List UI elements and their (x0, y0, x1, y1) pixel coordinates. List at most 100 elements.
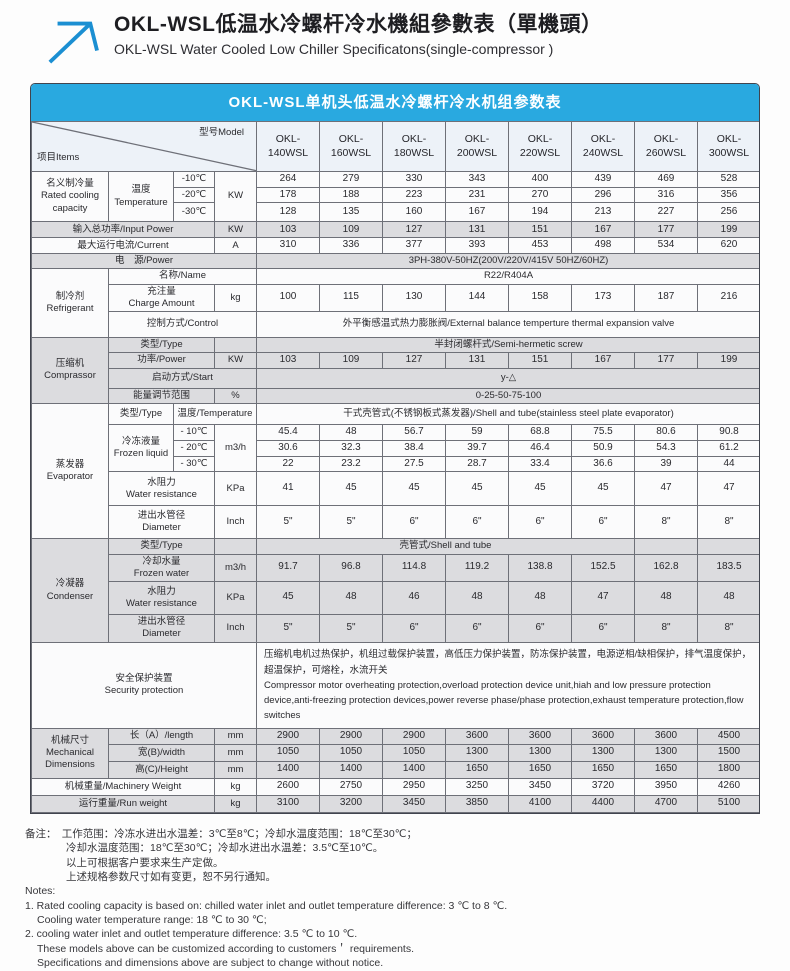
value-cell: 4100 (508, 794, 572, 813)
value-cell: 3950 (634, 777, 698, 796)
value-cell: 194 (508, 202, 572, 223)
value-cell: 45 (382, 471, 446, 507)
unit-cell: kg (214, 283, 257, 312)
value-cell: 270 (508, 186, 572, 204)
section-label-security: 安全保护装置 Security protection (31, 641, 257, 729)
value-cell: 47 (634, 471, 698, 507)
row-label: 电 源/Power (31, 253, 257, 270)
compressor-energy-row: 能量调节范围 % 0-25-50-75-100 (32, 387, 759, 404)
value-cell: 498 (571, 237, 635, 255)
refrigerant-control-row: 控制方式/Control 外平衡感温式热力膨胀阀/External balanc… (32, 310, 759, 338)
run-weight-row: 运行重量/Run weight kg 3100 3200 3450 3850 4100 4… (31, 794, 759, 813)
row-label: 高(C)/Height (108, 760, 215, 779)
value-cell: 33.4 (508, 455, 572, 473)
value-cell: 400 (508, 170, 572, 188)
value-cell: 96.8 (319, 553, 383, 582)
value-cell: 330 (382, 170, 446, 188)
value-cell: 30.6 (256, 439, 320, 457)
model-column-header: OKL- 200WSL (445, 121, 509, 172)
section-label-rated-cooling: 名义制冷量 Rated cooling capacity (31, 170, 109, 223)
max-current-row: 最大运行电流/Current A 310 336 377 393 453 498 534 62… (31, 237, 759, 255)
value-cell: 4260 (697, 777, 759, 796)
value-cell: 128 (256, 202, 320, 223)
value-cell: 6" (445, 613, 509, 643)
merged-value: R22/R404A (256, 268, 759, 285)
condenser-resistance-row: 水阻力 Water resistance KPa 45 48 46 48 48 47 48 4… (32, 580, 759, 615)
value-cell: 48 (319, 423, 383, 441)
row-label: 冷冻液量 Frozen liquid (108, 423, 174, 473)
compressor-power-row: 功率/Power KW 103 109 127 131 151 167 177 199 (32, 352, 759, 369)
value-cell: 187 (634, 283, 698, 312)
value-cell: 393 (445, 237, 509, 255)
unit-cell: KPa (214, 580, 257, 615)
value-cell: 47 (571, 580, 635, 615)
row-label: 能量调节范围 (108, 387, 215, 404)
row-label: 长（A）/length (108, 727, 215, 745)
value-cell: 131 (445, 352, 509, 369)
machinery-weight-row: 机械重量/Machinery Weight kg 2600 2750 2950 325… (31, 777, 759, 796)
value-cell: 3720 (571, 777, 635, 796)
value-cell: 2900 (256, 727, 320, 745)
value-cell: 343 (445, 170, 509, 188)
value-cell: 48 (319, 580, 383, 615)
model-header-row: 项目Items 型号Model OKL- 140WSL OKL- 160WSL … (31, 121, 759, 172)
unit-cell: mm (214, 727, 257, 745)
value-cell: 46.4 (508, 439, 572, 457)
value-cell: 3600 (445, 727, 509, 745)
value-cell: 199 (697, 221, 759, 239)
note-line-en: These models above can be customized acc… (37, 942, 415, 955)
value-cell: 223 (382, 186, 446, 204)
merged-value: 干式壳管式(不锈钢板式蒸发器)/Shell and tube(stainless… (256, 402, 759, 425)
temp-cell: -10℃ (173, 170, 215, 188)
value-cell: 2750 (319, 777, 383, 796)
row-label: 输入总功率/Input Power (31, 221, 215, 239)
value-cell: 1400 (382, 760, 446, 779)
value-cell: 2900 (382, 727, 446, 745)
value-cell: 1300 (508, 743, 572, 762)
value-cell: 22 (256, 455, 320, 473)
evaporator-type-row: 蒸发器 Evaporator 类型/Type 温度/Temperature 干式… (31, 402, 759, 540)
value-cell: 167 (571, 352, 635, 369)
row-label: 类型/Type (108, 538, 215, 555)
row-label: 运行重量/Run weight (31, 794, 215, 813)
input-power-row: 输入总功率/Input Power KW 103 109 127 131 151 167 1… (31, 221, 759, 239)
value-cell: 3600 (508, 727, 572, 745)
merged-value: 0-25-50-75-100 (256, 387, 759, 404)
value-cell: 131 (445, 221, 509, 239)
value-cell: 1050 (319, 743, 383, 762)
row-label: 机械重量/Machinery Weight (31, 777, 215, 796)
value-cell: 50.9 (571, 439, 635, 457)
value-cell: 39 (634, 455, 698, 473)
empty-cell (697, 538, 759, 555)
note-line-en: Cooling water temperature range: 18 ℃ to… (37, 914, 267, 927)
table-banner: OKL-WSL单机头低温水冷螺杆冷水机组参数表 (31, 84, 759, 121)
value-cell: 8" (634, 613, 698, 643)
value-cell: 231 (445, 186, 509, 204)
spec-table: 项目Items 型号Model OKL- 140WSL OKL- 160WSL … (31, 121, 759, 813)
value-cell: 138.8 (508, 553, 572, 582)
value-cell: 48 (634, 580, 698, 615)
dimensions-height-row: 高(C)/Height mm 1400 1400 1400 1650 1650 1650 1… (32, 760, 759, 779)
arrow-up-right-icon (44, 13, 100, 70)
condenser-diameter-row: 进出水管径 Diameter Inch 5" 5" 6" 6" 6" 6" 8" 8" (32, 613, 759, 643)
section-label-condenser: 冷凝器 Condenser (31, 538, 109, 643)
row-label: 最大运行电流/Current (31, 237, 215, 255)
value-cell: 279 (319, 170, 383, 188)
value-cell: 264 (256, 170, 320, 188)
value-cell: 8" (634, 505, 698, 540)
value-cell: 28.7 (445, 455, 509, 473)
value-cell: 59 (445, 423, 509, 441)
value-cell: 6" (382, 613, 446, 643)
unit-cell: m3/h (214, 423, 257, 473)
model-column-header: OKL- 220WSL (508, 121, 572, 172)
value-cell: 4400 (571, 794, 635, 813)
value-cell: 1650 (634, 760, 698, 779)
value-cell: 47 (697, 471, 759, 507)
note-line-en: Specifications and dimensions above are … (37, 957, 384, 970)
value-cell: 178 (256, 186, 320, 204)
refrigerant-charge-row: 充注量 Charge Amount kg 100 115 130 144 158 173 1… (32, 283, 759, 312)
value-cell: 39.7 (445, 439, 509, 457)
value-cell: 5" (256, 505, 320, 540)
note-line-zh: 冷却水温度范围：18℃至30℃；冷却水进出水温差：3.5℃至10℃。 (66, 842, 384, 855)
value-cell: 160 (382, 202, 446, 223)
